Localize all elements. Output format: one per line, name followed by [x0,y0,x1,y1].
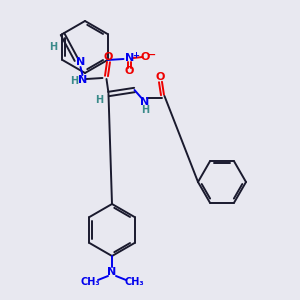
Text: N: N [140,97,149,107]
Text: O: O [156,72,165,82]
Text: H: H [141,105,149,115]
Text: O: O [104,52,113,62]
Text: N: N [76,57,85,67]
Text: CH₃: CH₃ [124,277,144,287]
Text: H: H [50,42,58,52]
Text: H: H [95,95,104,105]
Text: CH₃: CH₃ [80,277,100,287]
Text: N: N [125,53,134,63]
Text: +: + [132,52,139,61]
Text: H: H [70,76,79,86]
Text: O: O [141,52,150,62]
Text: −: − [148,50,157,60]
Text: N: N [78,75,87,85]
Text: N: N [107,267,117,277]
Text: O: O [125,66,134,76]
